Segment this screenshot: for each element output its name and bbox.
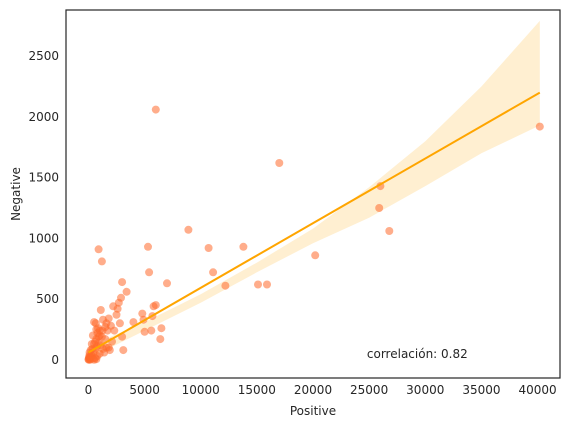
data-point [91,319,100,328]
points-layer [84,105,544,364]
data-point [96,306,105,314]
y-tick-label: 0 [51,353,59,367]
data-point [156,335,165,344]
x-tick-label: 5000 [129,383,160,397]
data-point [98,326,107,335]
data-point [311,251,320,260]
data-point [254,280,262,289]
regression-line [87,91,541,354]
x-tick-label: 25000 [350,383,388,397]
data-point [157,324,166,333]
x-tick-label: 0 [85,383,93,397]
data-point [109,302,118,311]
data-point [140,327,149,336]
x-axis-label: Positive [290,404,336,418]
data-point [263,280,271,289]
x-tick-label: 10000 [182,383,220,397]
data-point [118,278,127,287]
data-point [105,346,114,355]
data-point [144,242,152,251]
data-point [94,245,103,254]
correlation-annotation: correlación: 0.82 [367,347,468,361]
regression-line-layer [87,91,541,354]
data-point [209,268,218,277]
data-point [535,122,544,131]
data-point [112,310,121,319]
data-point [204,244,213,252]
x-tick-label: 30000 [406,383,444,397]
y-axis-label: Negative [9,167,23,221]
x-tick-label: 20000 [294,383,332,397]
y-tick-label: 2500 [28,49,59,63]
y-tick-label: 500 [36,292,59,306]
data-point [163,279,171,288]
data-point [92,355,101,364]
data-point [138,309,147,318]
data-point [151,105,160,114]
data-point [129,318,138,327]
data-point [145,268,154,277]
y-tick-label: 2000 [28,110,59,124]
data-point [119,346,128,355]
data-point [147,326,156,335]
data-point [99,315,107,324]
data-point [221,281,230,290]
data-point [239,242,248,251]
y-tick-label: 1500 [28,171,59,185]
data-point [375,204,384,212]
y-tick-label: 1000 [28,231,59,245]
data-point [184,225,193,234]
x-tick-label: 35000 [462,383,500,397]
x-tick-label: 40000 [518,383,556,397]
data-point [115,319,124,328]
plot-frame [65,9,561,379]
x-tick-label: 15000 [238,383,276,397]
y-ticks-layer: 0 500 1000 1500 2000 2500 [28,49,59,367]
data-point [385,227,394,235]
data-point [275,159,284,167]
x-ticks-layer: 0 5000 10000 15000 20000 25000 30000 35000 40000 [85,383,557,397]
data-point [110,326,119,335]
data-point [97,257,106,266]
data-point [122,287,131,296]
data-point [149,302,158,311]
